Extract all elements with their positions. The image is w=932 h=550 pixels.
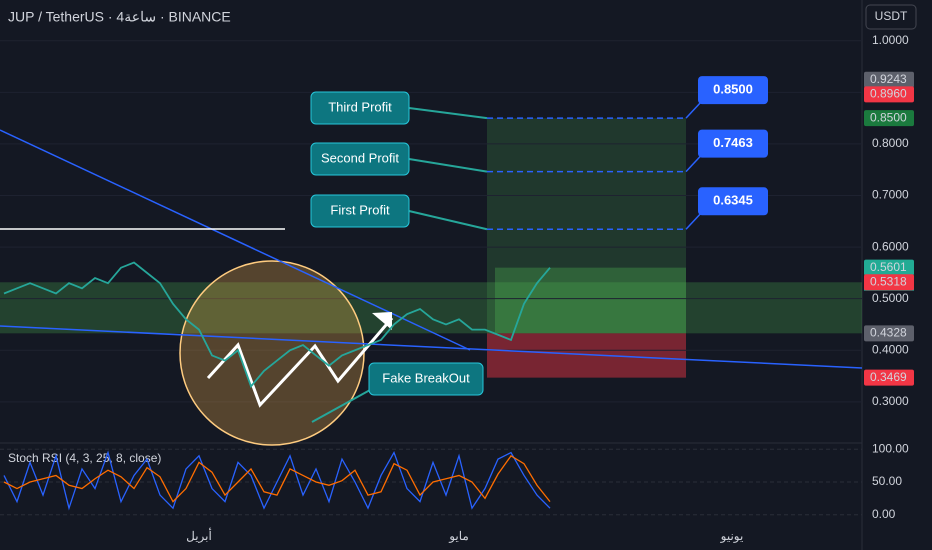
target-box <box>310 91 410 125</box>
target-box <box>310 142 410 176</box>
tag-pointer <box>685 102 701 119</box>
price-tag-label: 0.9243 <box>870 72 907 86</box>
currency-button[interactable] <box>865 4 917 30</box>
y-tick-label: 0.3000 <box>872 394 909 408</box>
price-tag-label: 0.4328 <box>870 325 907 339</box>
price-tag-label: 0.5318 <box>870 274 907 288</box>
y2-tick-label: 0.00 <box>872 507 896 521</box>
x-tick-label: يونيو <box>720 529 744 543</box>
price-tag-label: 0.3469 <box>870 370 907 384</box>
target-name: First Profit <box>330 202 390 217</box>
y-tick-label: 0.4000 <box>872 342 909 356</box>
range-box <box>0 282 862 334</box>
loss-zone <box>487 333 686 378</box>
y-tick-label: 0.6000 <box>872 239 909 253</box>
target-box <box>310 194 410 228</box>
callout-line <box>311 389 371 423</box>
target-tag <box>698 76 768 105</box>
callout-line <box>408 158 488 173</box>
y-tick-label: 0.8000 <box>872 136 909 150</box>
highlight-circle <box>179 260 365 446</box>
price-line <box>3 261 551 389</box>
target-tag <box>698 129 768 158</box>
target-name: Second Profit <box>321 150 399 165</box>
price-tag-label: 0.8960 <box>870 87 907 101</box>
target-value: 0.8500 <box>713 82 753 97</box>
pattern-arrow <box>206 317 394 408</box>
y-tick-label: 1.0000 <box>872 33 909 47</box>
y-tick-label: 0.7000 <box>872 188 909 202</box>
x-tick-label: أبريل <box>186 528 212 543</box>
price-tag <box>864 110 914 127</box>
price-tag <box>864 325 914 342</box>
y-tick-label: 0.5000 <box>872 291 909 305</box>
tag-pointer <box>685 156 701 173</box>
y2-tick-label: 100.00 <box>872 441 909 455</box>
price-tag <box>864 86 914 103</box>
target-value: 0.6345 <box>713 193 753 208</box>
callout-line <box>408 107 488 120</box>
callout-line <box>408 210 488 231</box>
price-tag <box>864 71 914 88</box>
annotation-text: Fake BreakOut <box>382 370 470 385</box>
price-tag <box>864 369 914 386</box>
target-name: Third Profit <box>328 99 392 114</box>
price-tag <box>864 274 914 291</box>
price-tag-label: 0.5601 <box>870 260 907 274</box>
y2-tick-label: 50.00 <box>872 474 902 488</box>
stoch-line <box>3 454 551 503</box>
tag-pointer <box>685 213 701 230</box>
currency-label: USDT <box>875 9 908 23</box>
trendline <box>0 325 863 369</box>
symbol-title: JUP / TetherUS · 4ساعة · BINANCE <box>8 9 231 25</box>
price-tag <box>864 259 914 276</box>
profit-zone <box>487 118 686 334</box>
arrow-head <box>372 312 392 330</box>
indicator-title: Stoch RSI (4, 3, 25, 8, close) <box>8 451 161 465</box>
x-tick-label: مايو <box>448 529 469 543</box>
price-tag-label: 0.8500 <box>870 110 907 124</box>
target-tag <box>698 187 768 216</box>
profit-zone-filled <box>495 267 686 334</box>
stoch-line <box>3 450 551 511</box>
annotation-box <box>368 362 484 396</box>
target-value: 0.7463 <box>713 135 753 150</box>
